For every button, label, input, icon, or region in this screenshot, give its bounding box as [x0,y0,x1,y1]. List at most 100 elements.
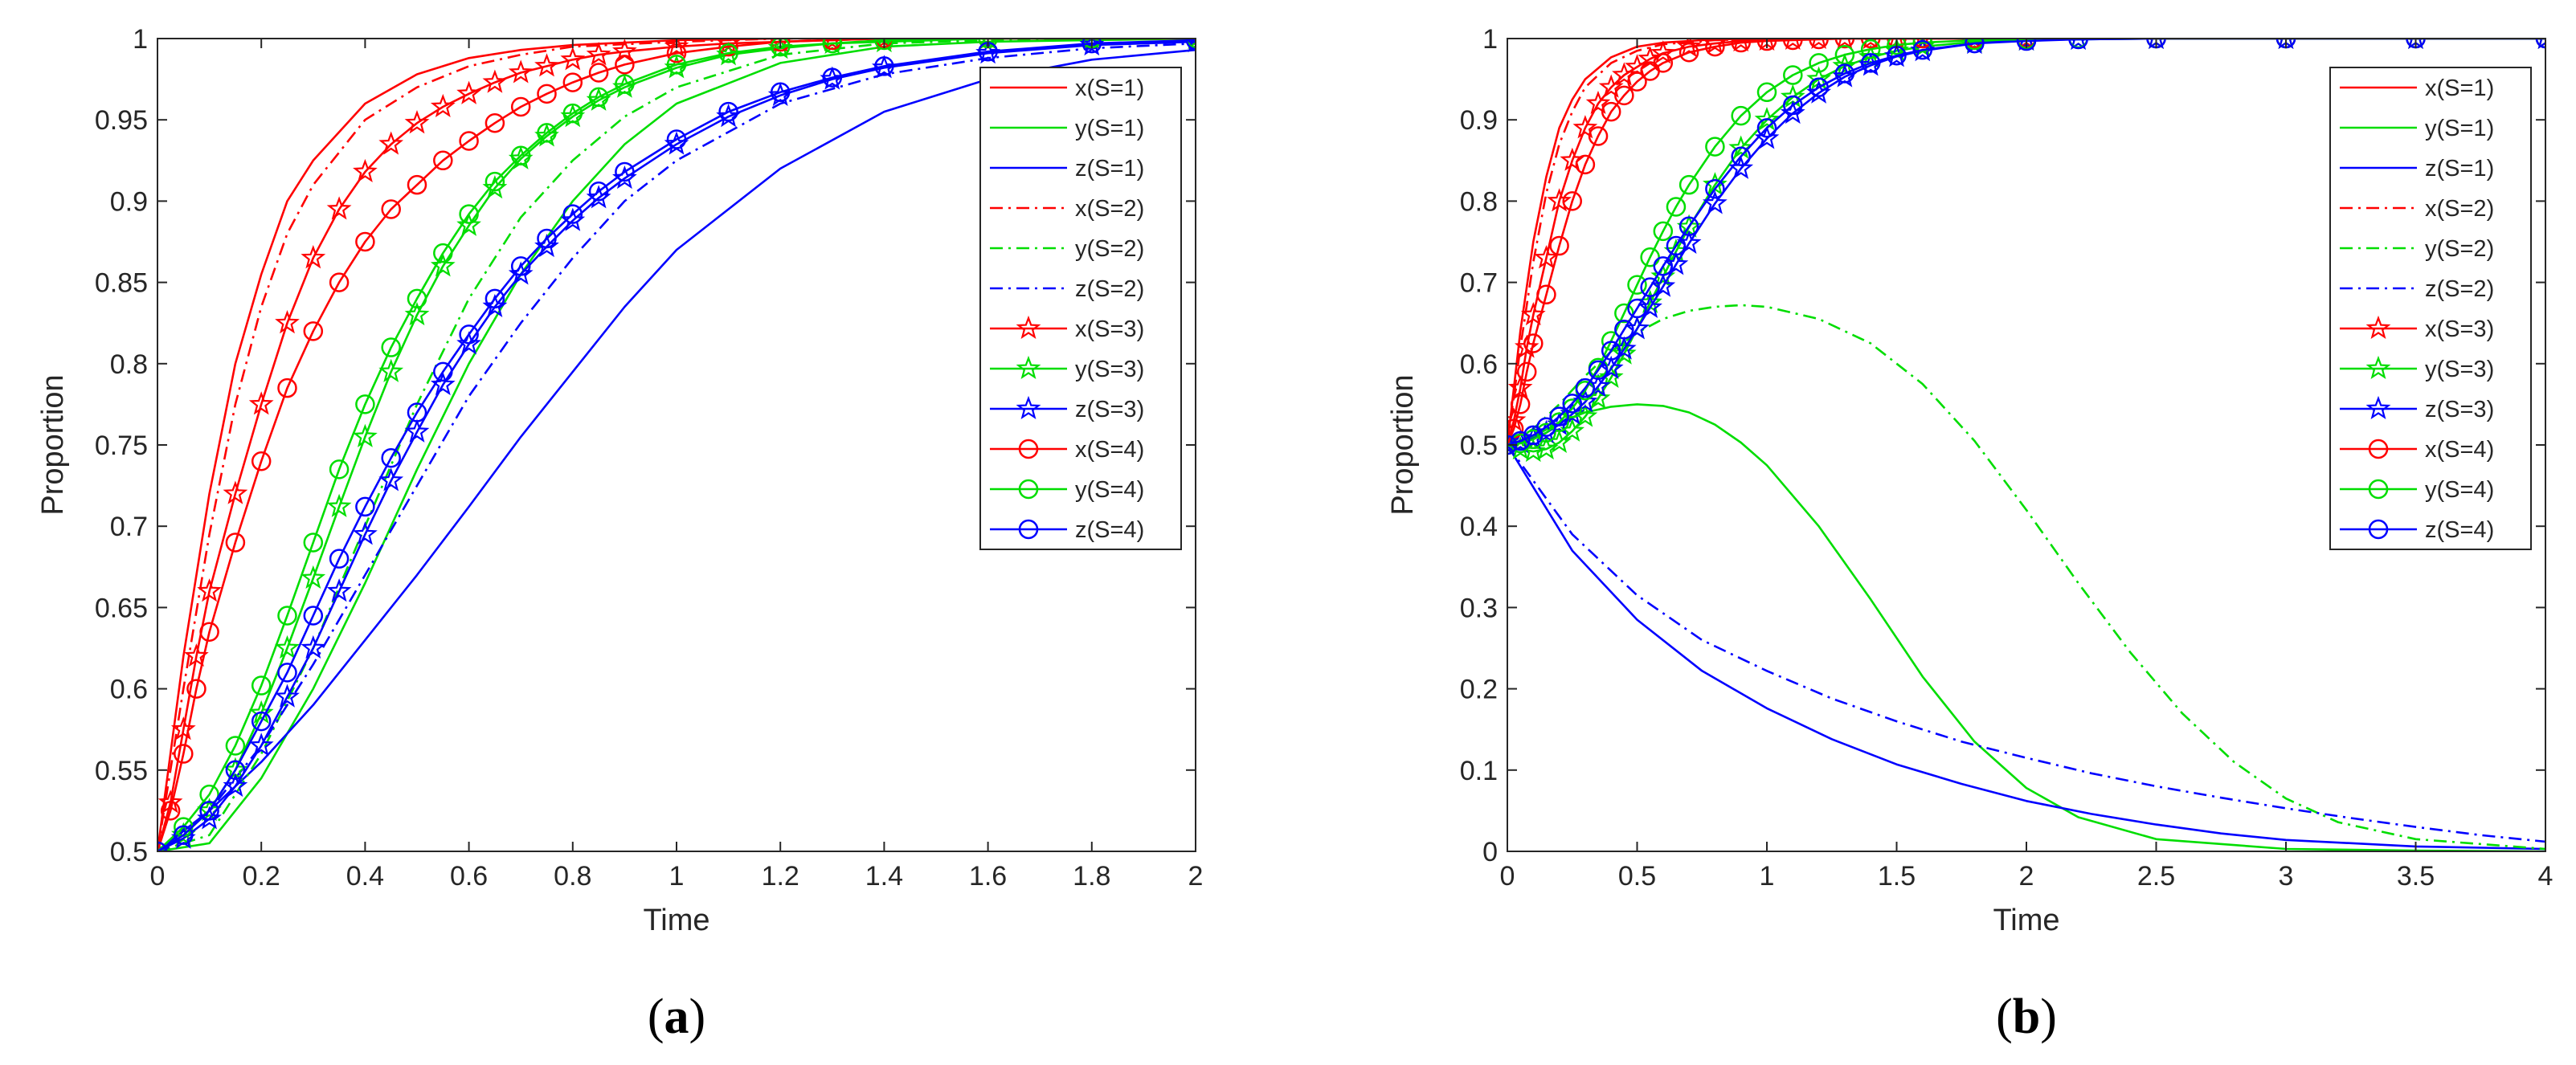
series-point-y(S=4)-3 [225,736,246,756]
series-point-z(S=4)-3 [225,760,246,781]
series-line-z(S=1) [157,48,1196,851]
series-point-x(S=4)-10 [1601,101,1621,122]
x-tick-label: 0.4 [346,861,384,892]
legend-marker [1018,479,1039,500]
series-point-y(S=4)-17 [1756,82,1777,103]
legend-marker [2365,395,2391,420]
series-point-z(S=3)-10 [404,418,430,443]
series-point-z(S=4)-11 [1640,277,1660,297]
series-point-z(S=4)-4 [1549,406,1569,426]
x-tick-label: 0.6 [450,861,488,892]
series-point-y(S=4)-22 [822,39,843,54]
series-point-z(S=4)-16 [1731,146,1751,166]
x-tick-label: 2.5 [2137,861,2175,892]
series-point-z(S=3)-8 [353,521,378,545]
series-point-y(S=4)-7 [329,459,350,479]
series-point-x(S=4)-11 [1614,85,1634,106]
y-tick-label: 0.9 [110,186,148,217]
series-point-y(S=3)-24 [1963,39,1986,53]
y-tick-label: 0.5 [110,837,148,867]
series-point-z(S=3)-21 [767,82,793,106]
x-axis-label: Time [1993,904,2059,937]
series-point-y(S=4)-8 [355,394,375,414]
series-point-y(S=3)-16 [1728,135,1754,159]
legend-marker [2365,355,2391,380]
legend-entry: x(S=2) [1075,196,1144,222]
series-line-x(S=3) [1507,39,2545,446]
series-point-x(S=4)-21 [1834,39,1855,49]
series-point-x(S=3)-6 [1547,188,1572,212]
series-point-x(S=3)-22 [1862,39,1879,50]
series-point-x(S=4)-18 [1756,39,1777,51]
series-line-x(S=2) [1507,39,2545,446]
series-point-x(S=4)-25 [1965,39,1985,49]
y-tick-label: 0.75 [95,430,148,461]
y-tick-label: 0.6 [110,675,148,705]
series-point-z(S=4)-12 [459,324,479,345]
series-point-x(S=3)-19 [586,42,611,66]
legend-marker [1016,355,1041,380]
series-point-z(S=4)-5 [1562,394,1582,414]
series-point-y(S=4)-14 [1678,174,1699,195]
series-point-z(S=3)-10 [1625,316,1650,340]
series-point-y(S=3)-17 [586,87,611,111]
series-point-z(S=4)-10 [1627,298,1647,319]
series-point-z(S=4)-8 [1601,341,1621,361]
series-point-x(S=4)-2 [1510,394,1531,414]
series-point-x(S=4)-23 [770,39,791,52]
series-point-y(S=3)-20 [1832,53,1858,77]
y-tick-label: 0.85 [95,268,148,299]
y-tick-label: 0.8 [110,349,148,380]
y-tick-label: 0.7 [1460,268,1498,299]
panel-label: (b) [1996,990,2057,1044]
series-point-x(S=3)-8 [1572,115,1598,139]
series-point-y(S=3)-19 [664,55,689,79]
series-point-z(S=4)-9 [1614,320,1634,340]
series-point-x(S=3)-18 [560,47,586,71]
series-point-z(S=4)-7 [329,549,350,569]
series-point-x(S=4)-4 [1523,333,1544,353]
series-point-z(S=4)-2 [199,801,219,821]
series-point-y(S=4)-14 [510,145,531,165]
series-point-z(S=3)-9 [378,467,404,492]
y-tick-label: 0.65 [95,593,148,623]
series-point-y(S=4)-10 [1627,275,1647,295]
series-point-x(S=3)-11 [378,131,404,155]
series-line-z(S=1) [1507,444,2545,851]
series-point-y(S=3)-15 [534,123,559,147]
series-point-x(S=4)-15 [485,112,505,133]
series-point-z(S=4)-25 [2016,39,2037,51]
legend-entry: y(S=2) [1075,236,1144,262]
series-point-z(S=4)-23 [1912,39,1933,60]
legend-entry: y(S=3) [2425,357,2494,382]
series-point-x(S=4)-8 [1575,154,1596,175]
series-point-z(S=4)-10 [407,402,427,422]
series-point-x(S=3)-16 [508,59,534,84]
series-point-z(S=4)-5 [277,663,297,683]
series-point-y(S=4)-4 [251,675,272,696]
series-point-x(S=3)-10 [353,158,378,183]
legend-entry: x(S=4) [2425,437,2494,463]
series-point-y(S=3)-8 [353,423,378,447]
legend-marker [1018,439,1039,459]
series-point-z(S=4)-6 [1575,377,1596,398]
series-point-y(S=4)-18 [1783,65,1803,85]
series-point-z(S=4)-14 [1678,216,1699,237]
series-point-y(S=4)-5 [277,606,297,626]
series-point-z(S=4)-3 [1536,417,1556,437]
series-line-x(S=2) [157,39,1196,851]
series-point-z(S=4)-16 [562,204,583,224]
series-point-x(S=3)-14 [1650,40,1676,64]
series-point-x(S=4)-6 [251,451,272,471]
series-point-z(S=4)-15 [1705,178,1725,199]
y-tick-label: 0.1 [1460,756,1498,786]
legend-marker [2368,439,2389,459]
series-point-x(S=3)-17 [1730,39,1752,52]
legend-entry: z(S=2) [2425,276,2494,302]
series-point-x(S=4)-4 [199,622,219,643]
x-tick-label: 0 [1500,861,1515,892]
legend-entry: y(S=1) [1075,116,1144,141]
series-point-y(S=4)-16 [1731,105,1751,126]
series-line-y(S=1) [1507,403,2545,851]
